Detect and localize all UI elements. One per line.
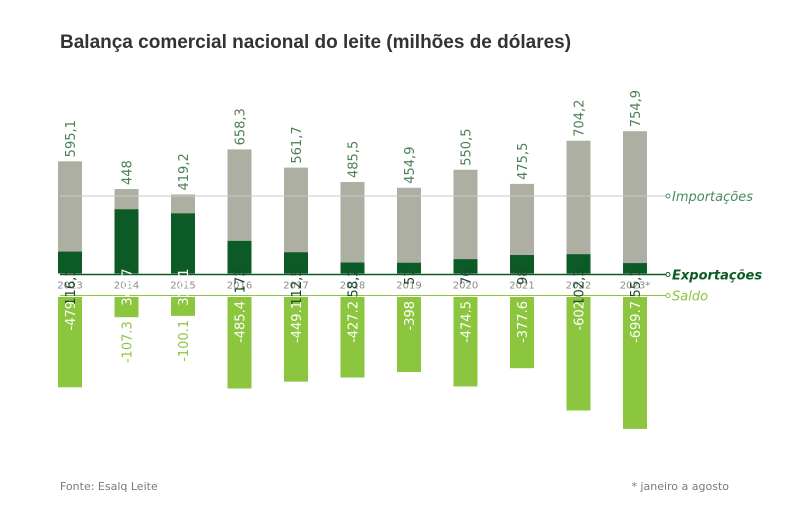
saldo-value-label: -699.7	[629, 301, 644, 343]
saldo-value-label: -474.5	[460, 301, 475, 343]
export-bar	[171, 213, 195, 274]
saldo-bar	[227, 297, 252, 389]
export-bar	[623, 263, 647, 274]
import-value-label: 454,9	[403, 147, 418, 184]
year-tick-label: 2020	[453, 281, 478, 292]
export-legend-marker	[665, 272, 671, 277]
footnote: * janeiro a agosto	[631, 480, 729, 493]
saldo-bar	[340, 297, 365, 378]
year-tick-label: 2016	[227, 281, 252, 292]
saldo-value-label: -485.4	[234, 301, 249, 343]
export-bars	[58, 209, 647, 274]
export-value-label: 116,1	[64, 269, 79, 306]
year-tick-label: 2022	[566, 281, 591, 292]
export-value-label: 319,1	[177, 269, 192, 306]
export-bar	[284, 252, 308, 274]
saldo-bar	[566, 297, 591, 411]
saldo-value-label: -398	[403, 301, 418, 331]
source-note: Fonte: Esalq Leite	[60, 480, 158, 493]
import-bar	[397, 187, 421, 274]
import-bar	[566, 140, 591, 274]
import-value-label: 419,2	[177, 153, 192, 190]
year-tick-label: 2018	[340, 281, 365, 292]
saldo-value-label: -479	[64, 301, 79, 331]
export-bar	[453, 259, 478, 274]
saldo-value-label: -602	[573, 301, 588, 331]
import-bar	[453, 169, 478, 274]
year-tick-label: 2017	[283, 281, 308, 292]
year-tick-label: 2014	[114, 281, 139, 292]
export-bar	[566, 254, 591, 274]
year-tick-label: 2015	[170, 281, 195, 292]
import-value-label: 658,3	[234, 108, 249, 145]
export-bar	[397, 262, 421, 274]
import-value-label: 754,9	[629, 90, 644, 127]
import-value-label: 485,5	[347, 141, 362, 178]
import-bar	[340, 181, 365, 274]
saldo-value-label: -377.6	[516, 301, 531, 343]
saldo-bar	[397, 297, 421, 373]
legend-exportacoes: Exportações	[672, 269, 762, 284]
saldo-bar	[114, 297, 139, 318]
year-tick-label: 2013	[57, 281, 82, 292]
value-labels: 595,1 116,1-479 448 340,7 -107.3 419,2 319,1 -1…	[64, 90, 644, 363]
saldo-bar	[58, 297, 82, 388]
export-value-label: 76	[460, 269, 475, 286]
export-value-label: 112,5	[290, 269, 305, 306]
export-bar	[227, 240, 252, 274]
saldo-bar	[171, 297, 195, 316]
import-value-label: 448	[121, 160, 136, 185]
year-tick-labels: 2013 2014 2015 2016 2017 2018 2019 2020 2021 2022…	[57, 281, 650, 292]
export-value-label: 102,3	[573, 269, 588, 306]
saldo-bar	[510, 297, 534, 369]
export-bar	[340, 262, 365, 274]
legend-importacoes: Importações	[672, 190, 753, 205]
year-tick-label: 2019	[396, 281, 421, 292]
import-value-label: 595,1	[64, 120, 79, 157]
saldo-value-label: -427.2	[347, 301, 362, 343]
export-value-label: 340,7	[121, 269, 136, 306]
legend-saldo: Saldo	[672, 290, 708, 305]
export-bar	[114, 209, 139, 274]
saldo-bar	[623, 297, 647, 429]
saldo-value-label: -100.1	[177, 320, 192, 362]
export-value-label: 173	[234, 269, 249, 294]
export-value-label: 58,2	[347, 269, 362, 298]
saldo-bar	[284, 297, 308, 382]
saldo-legend-marker	[665, 293, 671, 298]
saldo-bar	[453, 297, 478, 387]
export-bar	[58, 251, 82, 274]
year-tick-label: 2021	[509, 281, 534, 292]
import-value-label: 550,5	[460, 129, 475, 166]
saldo-value-label: -107.3	[121, 321, 136, 363]
import-value-label: 704,2	[573, 100, 588, 137]
export-value-label: 55,1	[629, 269, 644, 298]
export-value-label: 98	[516, 269, 531, 286]
export-bar	[510, 255, 534, 274]
saldo-bars	[58, 297, 647, 429]
import-legend-marker	[665, 193, 671, 199]
import-value-label: 475,5	[516, 143, 531, 180]
export-value-label: 57	[403, 269, 418, 286]
year-tick-label: 2023*	[620, 281, 650, 292]
import-value-label: 561,7	[290, 126, 305, 163]
saldo-value-label: -449.1	[290, 301, 305, 343]
chart-title: Balança comercial nacional do leite (mil…	[60, 32, 571, 53]
import-bar	[623, 131, 647, 274]
